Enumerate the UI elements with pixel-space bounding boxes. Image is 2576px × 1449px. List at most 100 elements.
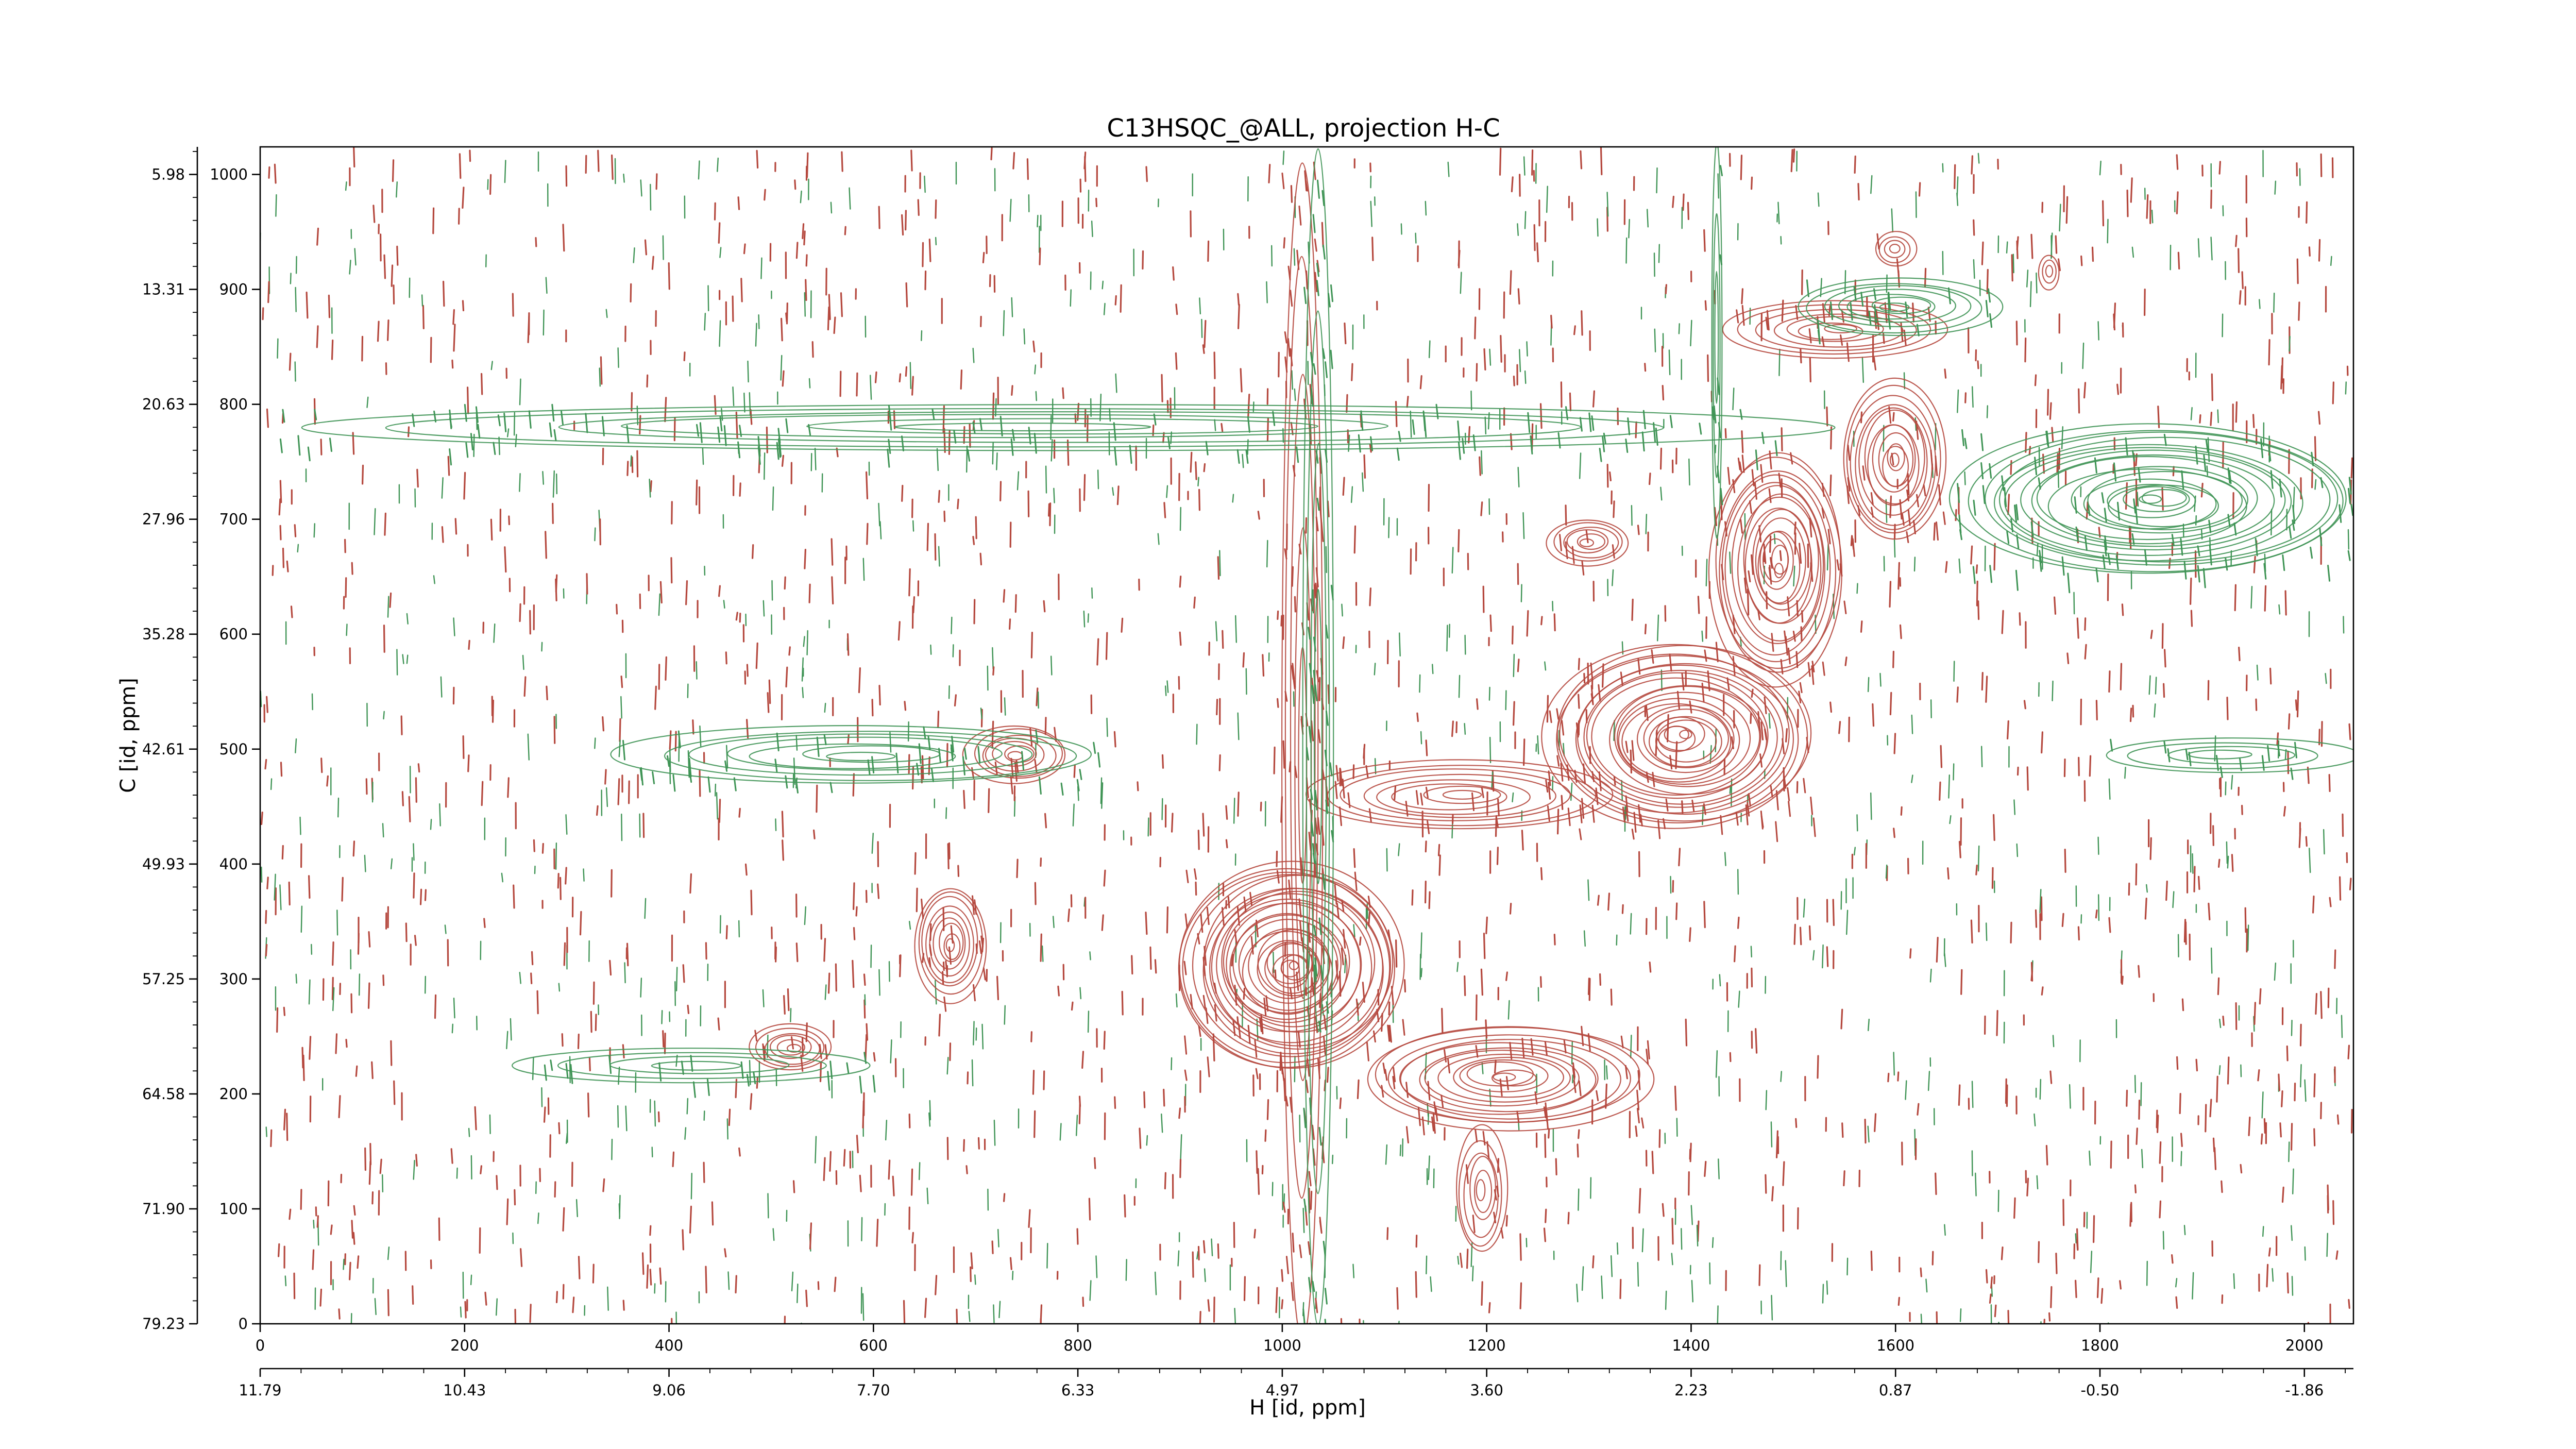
noise-contour-positive: [2241, 804, 2243, 815]
contour-line: [1773, 313, 1904, 348]
noise-contour-positive: [415, 1154, 418, 1167]
noise-contour-negative: [1282, 150, 1285, 165]
noise-contour-positive: [1268, 164, 1271, 183]
noise-contour-negative: [1613, 720, 1615, 742]
noise-contour-negative: [1552, 600, 1554, 612]
noise-contour-negative: [1075, 1115, 1078, 1136]
noise-contour-positive: [892, 1175, 895, 1197]
contour-line: [1314, 789, 1318, 811]
contour-line: [1432, 1113, 1436, 1134]
contour-line: [1330, 349, 1333, 369]
noise-contour-positive: [1605, 1083, 1607, 1109]
contour-line: [1458, 1140, 1502, 1247]
noise-contour-positive: [1675, 902, 1678, 920]
contour-line: [1405, 1082, 1409, 1098]
noise-contour-negative: [908, 920, 911, 930]
noise-contour-negative: [1388, 517, 1390, 538]
noise-contour-negative: [762, 989, 765, 1007]
contour-line: [1938, 484, 1941, 506]
noise-contour-positive: [1368, 911, 1371, 926]
contour-line: [2016, 534, 2020, 549]
noise-contour-negative: [2197, 238, 2200, 258]
contour-line: [1968, 430, 2344, 572]
contour-line: [1559, 653, 1790, 814]
contour-line: [1310, 351, 1313, 366]
x-ppm-tick-label: 11.79: [239, 1381, 281, 1399]
noise-contour-negative: [1579, 452, 1582, 479]
noise-contour-negative: [406, 654, 409, 664]
noise-contour-negative: [493, 623, 496, 643]
noise-contour-positive: [2221, 1294, 2224, 1304]
noise-contour-negative: [1293, 248, 1296, 266]
noise-contour-positive: [414, 935, 417, 946]
contour-line: [1691, 799, 1695, 812]
contour-line: [1563, 1039, 1567, 1054]
noise-contour-positive: [1944, 368, 1947, 379]
noise-contour-positive: [565, 867, 567, 885]
noise-contour-negative: [2097, 321, 2099, 341]
noise-contour-positive: [2065, 196, 2069, 224]
noise-contour-negative: [1464, 634, 1466, 655]
noise-contour-negative: [1079, 987, 1082, 1000]
noise-contour-positive: [280, 762, 283, 777]
noise-contour-negative: [565, 1133, 568, 1144]
noise-contour-positive: [338, 1308, 341, 1320]
noise-contour-negative: [1361, 472, 1364, 492]
noise-contour-positive: [545, 531, 547, 559]
x-tick-label: 800: [1063, 1337, 1092, 1354]
contour-line: [1585, 529, 1589, 544]
noise-contour-positive: [903, 1300, 906, 1324]
contour-line: [1232, 1020, 1236, 1036]
noise-contour-negative: [1546, 186, 1548, 213]
noise-contour-positive: [1179, 631, 1182, 646]
noise-contour-positive: [279, 525, 282, 541]
contour-line: [1365, 765, 1369, 778]
contour-line: [1182, 871, 1391, 1064]
contour-line: [1887, 443, 1905, 471]
contour-line: [475, 406, 479, 423]
noise-contour-negative: [2291, 1275, 2294, 1296]
noise-contour-negative: [1034, 364, 1037, 375]
noise-contour-negative: [1488, 498, 1490, 515]
noise-contour-negative: [640, 179, 642, 197]
contour-line: [1959, 529, 1962, 541]
noise-contour-negative: [387, 1246, 390, 1260]
noise-contour-negative: [1985, 922, 1988, 941]
noise-contour-positive: [746, 664, 749, 677]
noise-contour-positive: [507, 777, 510, 798]
contour-line: [1462, 437, 1465, 454]
noise-contour-positive: [877, 883, 880, 899]
contour-line: [1367, 896, 1371, 908]
noise-contour-positive: [2013, 1197, 2016, 1219]
noise-contour-positive: [1143, 1091, 1146, 1108]
contour-line: [1927, 307, 1931, 322]
noise-contour-positive: [417, 763, 420, 773]
noise-contour-negative: [926, 1187, 929, 1205]
contour-line: [1873, 357, 1876, 370]
noise-contour-negative: [1037, 691, 1039, 709]
noise-contour-positive: [1838, 721, 1841, 734]
x-tick-label: 1200: [1468, 1337, 1506, 1354]
noise-contour-negative: [716, 792, 718, 820]
noise-contour-positive: [1989, 1293, 1992, 1304]
contour-line: [1381, 1085, 1384, 1098]
contour-line: [1942, 511, 1946, 525]
contour-line: [2045, 264, 2054, 278]
noise-contour-positive: [2208, 902, 2211, 921]
contour-line: [1572, 1067, 1575, 1080]
noise-contour-negative: [1242, 453, 1244, 468]
noise-contour-positive: [2210, 411, 2213, 426]
contour-line: [1713, 213, 1721, 478]
contour-line: [1290, 374, 1316, 1082]
noise-contour-positive: [2180, 1133, 2183, 1147]
noise-contour-positive: [1519, 1282, 1522, 1309]
noise-contour-positive: [434, 994, 437, 1019]
contour-line: [1575, 722, 1579, 738]
contour-line: [1326, 1001, 1329, 1014]
noise-contour-negative: [2036, 272, 2038, 294]
peak-region-positive: [749, 1023, 832, 1072]
noise-contour-positive: [1981, 241, 1984, 265]
contour-line: [601, 416, 605, 436]
noise-contour-negative: [1458, 675, 1461, 698]
noise-contour-positive: [1344, 322, 1347, 345]
